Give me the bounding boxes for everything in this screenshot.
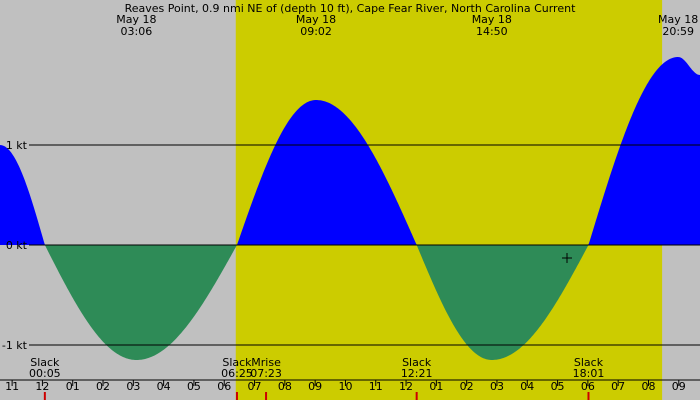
y-tick-label: 0 kt xyxy=(6,239,28,252)
slack-label: Slack xyxy=(402,356,432,369)
hour-tick-label: 10 xyxy=(338,380,352,393)
hour-tick-label: 07 xyxy=(611,380,625,393)
hour-tick-label: 05 xyxy=(187,380,201,393)
slack-time: 12:21 xyxy=(401,367,433,380)
y-tick-label: 1 kt xyxy=(6,139,28,152)
current-areas xyxy=(0,57,700,360)
ebb-area xyxy=(0,245,700,360)
peak-day-label: May 18 xyxy=(296,13,336,26)
peak-time-label: 09:02 xyxy=(300,25,332,38)
slack-time: 06:25 xyxy=(221,367,253,380)
peak-day-label: May 18 xyxy=(116,13,156,26)
slack-labels: Slack00:05Slack06:25Slack12:21Slack18:01… xyxy=(29,356,604,400)
chart-title: Reaves Point, 0.9 nmi NE of (depth 10 ft… xyxy=(125,2,576,15)
hour-tick-label: 03 xyxy=(490,380,504,393)
peak-time-label: 14:50 xyxy=(476,25,508,38)
hour-tick-label: 11 xyxy=(369,380,383,393)
current-time-marker xyxy=(562,253,572,263)
slack-time: 18:01 xyxy=(573,367,605,380)
hour-tick-label: 02 xyxy=(96,380,110,393)
hour-tick-label: 07 xyxy=(248,380,262,393)
hour-tick-label: 08 xyxy=(278,380,292,393)
peak-time-label: 03:06 xyxy=(121,25,153,38)
hour-tick-label: 12 xyxy=(399,380,413,393)
moonrise-time: 07:23 xyxy=(250,367,282,380)
hour-tick-label: 06 xyxy=(217,380,231,393)
hour-tick-label: 01 xyxy=(429,380,443,393)
hour-tick-label: 08 xyxy=(641,380,655,393)
hour-tick-label: 04 xyxy=(520,380,534,393)
slack-label: Slack xyxy=(222,356,252,369)
moonrise-label: Mrise xyxy=(251,356,281,369)
hour-tick-label: 09 xyxy=(308,380,322,393)
peak-time-label: 20:59 xyxy=(662,25,694,38)
hour-tick-label: 05 xyxy=(551,380,565,393)
slack-time: 00:05 xyxy=(29,367,61,380)
hour-tick-label: 12 xyxy=(35,380,49,393)
hour-axis: 11 12 01 02 03 04 05 06 07 08 09 10 11 12 01 02 03 04 05 06… xyxy=(0,379,700,393)
hour-tick-label: 11 xyxy=(5,380,19,393)
slack-label: Slack xyxy=(574,356,604,369)
slack-label: Slack xyxy=(30,356,60,369)
peak-day-label: May 18 xyxy=(658,13,698,26)
hour-tick-label: 03 xyxy=(126,380,140,393)
hour-tick-label: 06 xyxy=(581,380,595,393)
hour-tick-label: 09 xyxy=(672,380,686,393)
hour-tick-label: 04 xyxy=(157,380,171,393)
flood-area xyxy=(0,57,700,245)
speed-gridlines: 1 kt 0 kt -1 kt xyxy=(2,139,700,352)
y-tick-label: -1 kt xyxy=(2,339,28,352)
hour-tick-label: 02 xyxy=(460,380,474,393)
hour-tick-label: 01 xyxy=(66,380,80,393)
peak-day-label: May 18 xyxy=(472,13,512,26)
